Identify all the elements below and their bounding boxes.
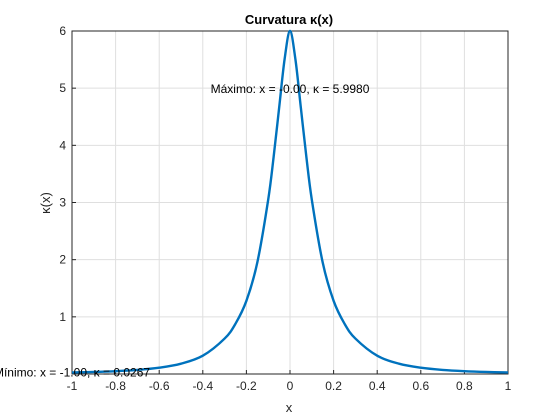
series-group <box>71 29 509 374</box>
series-line-0 <box>71 29 509 374</box>
x-tick-label: 0 <box>287 379 294 393</box>
x-tick-label: -0.4 <box>192 379 213 393</box>
y-tick-label: 2 <box>59 253 66 267</box>
x-tick-label: 1 <box>505 379 512 393</box>
x-tick-label: 0.8 <box>456 379 473 393</box>
y-axis-label: κ(x) <box>38 192 53 214</box>
annotation-label: Mínimo: x = -1.00, κ = 0.0267 <box>0 365 150 379</box>
annotation-label: Máximo: x = -0.00, κ = 5.9980 <box>211 82 370 96</box>
annotations: Máximo: x = -0.00, κ = 5.9980 Mínimo: x =… <box>0 82 370 379</box>
x-tick-label: 0.6 <box>412 379 429 393</box>
y-tick-label: 5 <box>59 81 66 95</box>
x-tick-label: -0.8 <box>105 379 126 393</box>
x-tick-label: -0.6 <box>149 379 170 393</box>
chart-title: Curvatura κ(x) <box>245 12 333 27</box>
y-tick-label: 6 <box>59 24 66 38</box>
x-tick-label: -1 <box>67 379 78 393</box>
x-axis-label: x <box>286 400 293 415</box>
x-tick-label: -0.2 <box>236 379 257 393</box>
y-tick-label: 3 <box>59 196 66 210</box>
y-tick-label: 1 <box>59 310 66 324</box>
x-tick-label: 0.4 <box>369 379 386 393</box>
y-tick-label: 4 <box>59 138 66 152</box>
axis-ticks: -1 -0.8 -0.6 -0.4 -0.2 0 0.2 0.4 0.6 0.8 1 1 2 3 4 5 6 <box>59 24 511 393</box>
x-tick-label: 0.2 <box>325 379 342 393</box>
